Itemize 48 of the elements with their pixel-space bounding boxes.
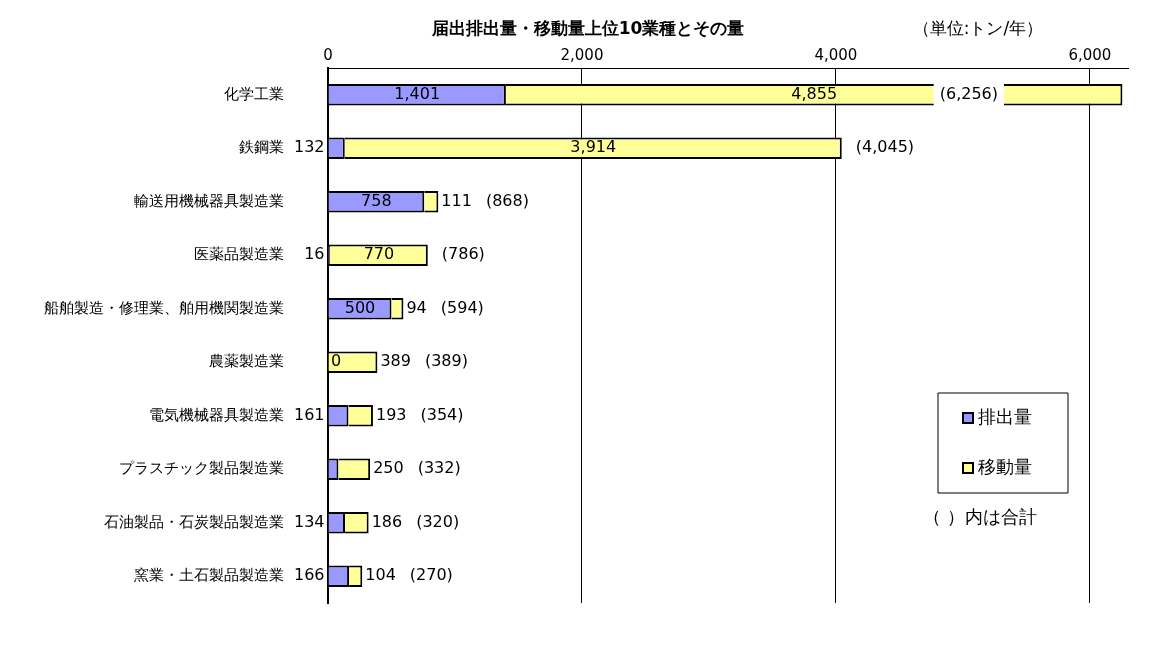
data-label: 134 — [293, 511, 325, 531]
y-tick-label: 窯業・土石製品製造業 — [134, 566, 284, 585]
data-label: 186 — [371, 511, 403, 531]
data-label: 193 — [375, 404, 407, 424]
data-label: 4,855 — [791, 83, 838, 103]
y-tick-label: 輸送用機械器具製造業 — [134, 191, 284, 210]
x-tick-label: 0 — [323, 45, 333, 64]
x-tick-label: 2,000 — [560, 45, 604, 64]
legend-label: 排出量 — [978, 405, 1032, 427]
annotation: （ ）内は合計 — [923, 505, 1037, 527]
total-label: (354) — [420, 404, 464, 424]
data-label: 1,401 — [394, 83, 441, 103]
y-tick-label: 鉄鋼業 — [239, 138, 284, 157]
data-label: 250 — [373, 458, 404, 478]
data-label: 111 — [441, 190, 472, 210]
data-label: 0 — [331, 351, 342, 371]
chart-subtitle: （単位:トン/年） — [912, 18, 1044, 39]
data-label: 94 — [406, 297, 427, 317]
data-label: 758 — [361, 190, 392, 210]
total-label: (594) — [440, 297, 484, 317]
y-tick-label: 医薬品製造業 — [194, 245, 284, 264]
data-label: 161 — [293, 404, 325, 424]
data-label: 770 — [363, 244, 395, 264]
data-label: 389 — [380, 351, 411, 371]
data-label: 132 — [293, 137, 325, 157]
legend-label: 移動量 — [978, 455, 1032, 477]
y-tick-label: プラスチック製品製造業 — [119, 459, 284, 478]
total-label: (6,256) — [939, 83, 999, 103]
total-label: (786) — [441, 244, 485, 264]
y-tick-label: 農薬製造業 — [209, 352, 284, 371]
data-label: 104 — [365, 565, 396, 585]
y-tick-label: 船舶製造・修理業、舶用機関製造業 — [44, 298, 284, 317]
data-label: 16 — [304, 244, 325, 264]
total-label: (320) — [416, 511, 460, 531]
total-label: (389) — [424, 351, 468, 371]
x-tick-label: 4,000 — [814, 45, 858, 64]
y-tick-label: 電気機械器具製造業 — [149, 405, 284, 424]
total-label: (332) — [417, 458, 461, 478]
y-tick-label: 石油製品・石炭製品製造業 — [104, 512, 284, 531]
total-label: (868) — [485, 190, 529, 210]
chart-title: 届出排出量・移動量上位10業種とその量 — [430, 18, 745, 39]
total-label: (270) — [409, 565, 453, 585]
data-label: 500 — [344, 297, 376, 317]
data-label: 166 — [293, 565, 325, 585]
x-tick-label: 6,000 — [1068, 45, 1112, 64]
total-label: (4,045) — [855, 137, 915, 157]
y-tick-label: 化学工業 — [224, 84, 284, 103]
data-label: 3,914 — [570, 137, 617, 157]
